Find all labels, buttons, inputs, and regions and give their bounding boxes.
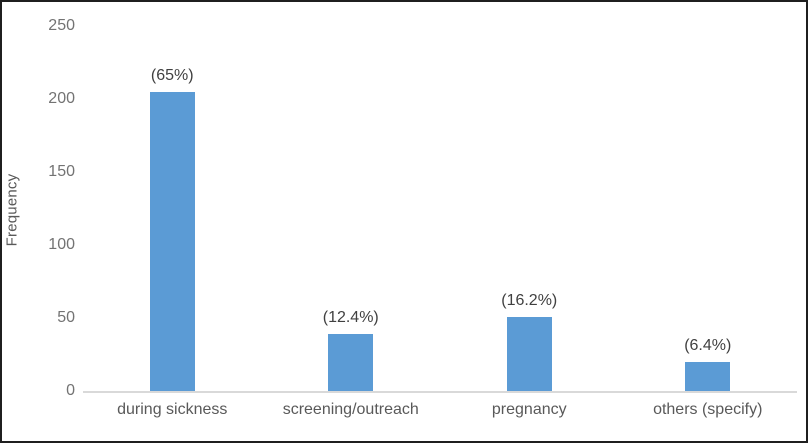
bar-group-screening-outreach: (12.4%) <box>262 26 441 391</box>
bars-container: (65%) (12.4%) (16.2%) (6.4%) <box>83 26 797 391</box>
bar-group-pregnancy: (16.2%) <box>440 26 619 391</box>
y-axis-tick-label: 0 <box>66 382 75 399</box>
data-label: (6.4%) <box>684 336 732 354</box>
y-axis-tick-label: 200 <box>48 90 75 107</box>
data-label: (16.2%) <box>501 291 558 309</box>
bar-group-others-specify: (6.4%) <box>619 26 798 391</box>
data-label: (12.4%) <box>322 309 379 327</box>
plot-area: (65%) (12.4%) (16.2%) (6.4%) <box>83 26 797 393</box>
x-axis-line <box>83 391 797 393</box>
y-axis-tick-label: 100 <box>48 236 75 253</box>
y-axis-tick-label: 250 <box>48 17 75 34</box>
category-label: during sickness <box>117 401 228 418</box>
bar-group-during-sickness: (65%) <box>83 26 262 391</box>
y-axis-tick-labels: 0 50 100 150 200 250 <box>2 17 75 399</box>
category-label: pregnancy <box>491 401 567 418</box>
bar <box>149 91 195 391</box>
bar <box>685 361 731 391</box>
x-axis-category-labels: during sickness screening/outreach pregn… <box>83 401 797 419</box>
y-axis-tick-label: 150 <box>48 163 75 180</box>
bar <box>328 334 374 391</box>
bar <box>506 316 552 391</box>
category-label: screening/outreach <box>282 401 419 418</box>
category-label: others (specify) <box>653 401 763 418</box>
y-axis-tick-label: 50 <box>57 309 75 326</box>
data-label: (65%) <box>150 66 194 84</box>
